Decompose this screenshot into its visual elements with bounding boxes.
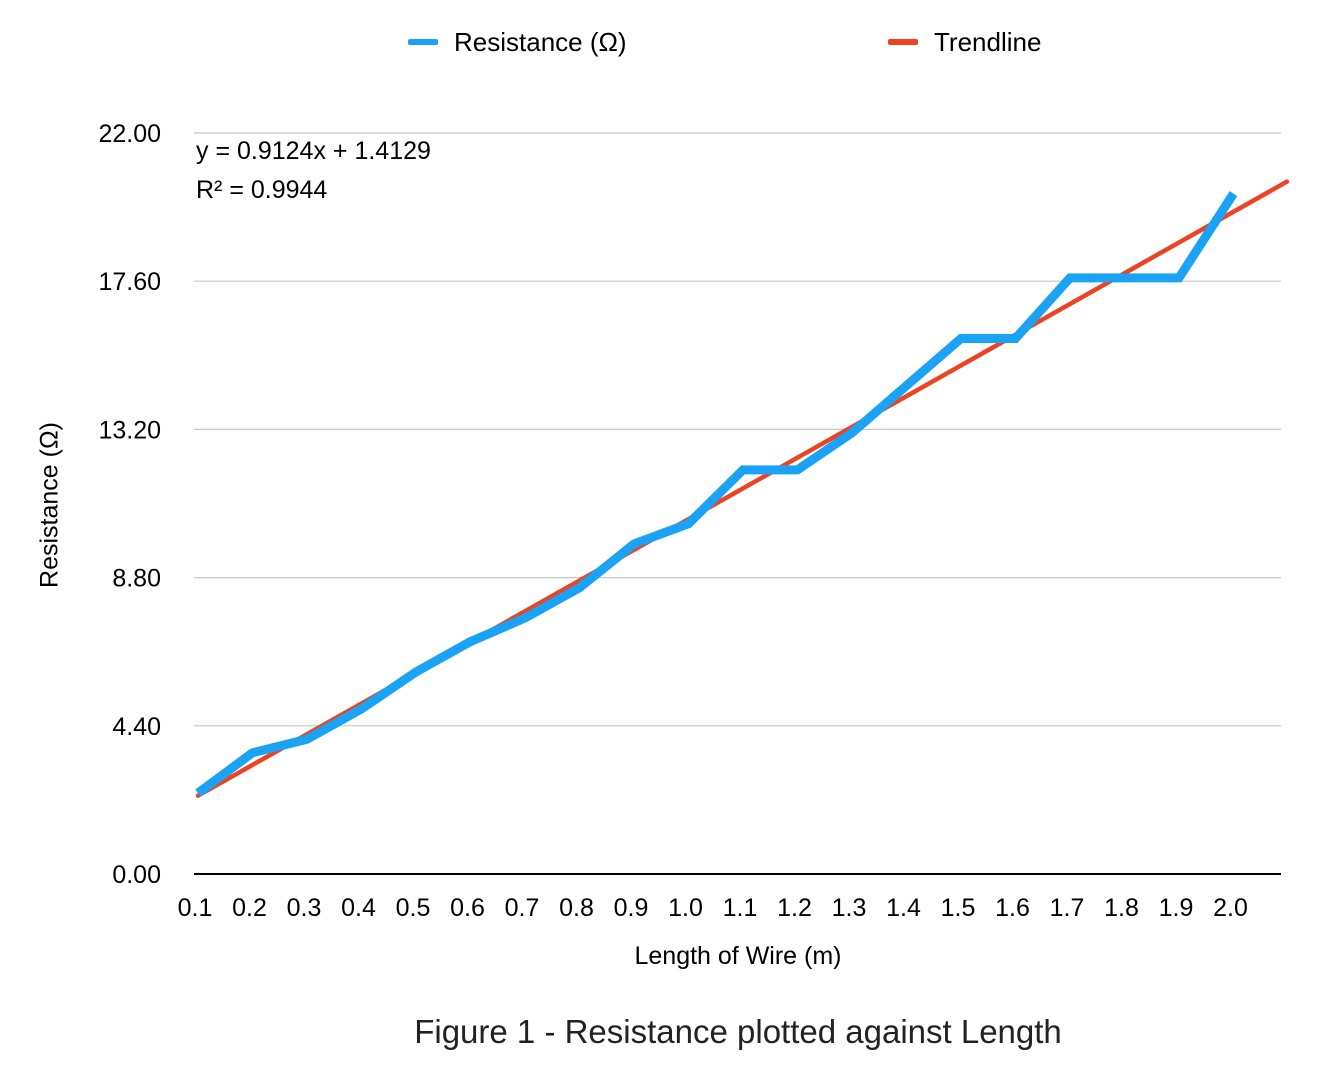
- x-tick-label: 1.2: [777, 894, 812, 922]
- x-tick-label: 0.8: [559, 894, 594, 922]
- y-tick-label: 8.80: [112, 565, 161, 593]
- y-tick-label: 0.00: [112, 861, 161, 889]
- x-tick-label: 0.4: [341, 894, 376, 922]
- x-tick-label: 2.0: [1213, 894, 1248, 922]
- x-tick-label: 0.6: [450, 894, 485, 922]
- x-tick-label: 1.8: [1104, 894, 1139, 922]
- r-squared-value: R² = 0.9944: [196, 176, 328, 204]
- y-tick-label: 13.20: [98, 416, 161, 444]
- x-tick-label: 1.5: [941, 894, 976, 922]
- legend-label-resistance: Resistance (Ω): [454, 26, 627, 57]
- y-axis-label: Resistance (Ω): [35, 422, 64, 588]
- x-tick-label: 0.3: [287, 894, 322, 922]
- x-tick-labels: 0.1 0.2 0.3 0.4 0.5 0.6 0.7 0.8 0.9 1.0 1.1 1.2 1.3 1…: [178, 894, 1248, 922]
- x-tick-label: 1.4: [886, 894, 921, 922]
- x-tick-label: 0.5: [396, 894, 431, 922]
- resistance-series-line: [195, 191, 1238, 797]
- x-axis-label: Length of Wire (m): [634, 942, 842, 970]
- trendline-equation: y = 0.9124x + 1.4129: [196, 137, 431, 165]
- x-tick-label: 0.1: [178, 894, 213, 922]
- legend-swatch-trendline: [888, 39, 918, 45]
- figure-caption: Figure 1 - Resistance plotted against Le…: [414, 1013, 1062, 1050]
- x-tick-label: 1.6: [995, 894, 1030, 922]
- y-tick-labels: 0.00 4.40 8.80 13.20 17.60 22.00: [98, 120, 161, 889]
- y-tick-label: 22.00: [98, 120, 161, 148]
- x-tick-label: 0.7: [505, 894, 540, 922]
- x-tick-label: 1.1: [723, 894, 758, 922]
- legend-item-trendline: Trendline: [888, 24, 1041, 60]
- x-tick-label: 1.0: [668, 894, 703, 922]
- legend-label-trendline: Trendline: [934, 26, 1042, 57]
- x-tick-label: 0.9: [614, 894, 649, 922]
- y-tick-label: 17.60: [98, 268, 161, 296]
- gridlines: [194, 132, 1281, 875]
- legend-swatch-resistance: [408, 39, 438, 45]
- legend-item-resistance: Resistance (Ω): [408, 24, 627, 60]
- x-tick-label: 1.7: [1050, 894, 1085, 922]
- x-tick-label: 0.2: [232, 894, 267, 922]
- resistance-series-group: [195, 191, 1238, 797]
- y-tick-label: 4.40: [112, 713, 161, 741]
- x-tick-label: 1.9: [1159, 894, 1194, 922]
- x-tick-label: 1.3: [832, 894, 867, 922]
